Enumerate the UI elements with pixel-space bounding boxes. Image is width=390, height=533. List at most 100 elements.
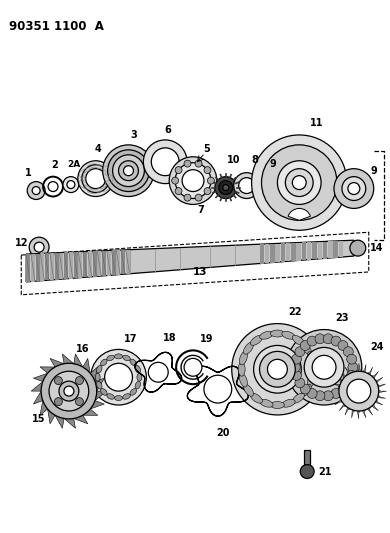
Ellipse shape <box>282 332 295 339</box>
Circle shape <box>257 180 268 191</box>
Polygon shape <box>112 251 115 275</box>
Circle shape <box>334 169 374 208</box>
Text: 20: 20 <box>216 428 230 438</box>
Circle shape <box>144 140 187 183</box>
Circle shape <box>108 150 149 191</box>
Polygon shape <box>40 401 48 415</box>
Circle shape <box>347 379 371 403</box>
Polygon shape <box>95 378 105 391</box>
Polygon shape <box>357 411 360 419</box>
Polygon shape <box>31 382 43 391</box>
Ellipse shape <box>243 384 254 396</box>
Circle shape <box>300 341 310 351</box>
Circle shape <box>268 359 287 379</box>
Ellipse shape <box>238 362 245 376</box>
Polygon shape <box>265 244 269 263</box>
Polygon shape <box>69 252 73 279</box>
Polygon shape <box>332 384 340 387</box>
Circle shape <box>239 177 255 193</box>
Circle shape <box>67 181 75 189</box>
Polygon shape <box>357 364 360 372</box>
Polygon shape <box>64 418 75 428</box>
Polygon shape <box>291 243 296 261</box>
Text: 90351 1100  A: 90351 1100 A <box>9 20 104 33</box>
Circle shape <box>34 242 44 252</box>
Circle shape <box>148 362 168 382</box>
Circle shape <box>91 350 146 405</box>
Polygon shape <box>339 372 346 378</box>
Polygon shape <box>372 404 378 411</box>
Polygon shape <box>352 410 355 418</box>
Polygon shape <box>352 364 355 373</box>
Circle shape <box>184 194 191 201</box>
Circle shape <box>295 378 305 388</box>
Ellipse shape <box>301 384 311 396</box>
Circle shape <box>86 169 106 189</box>
Circle shape <box>223 184 229 190</box>
Circle shape <box>215 176 237 198</box>
Text: 4: 4 <box>94 144 101 154</box>
Circle shape <box>232 324 323 415</box>
Text: 2: 2 <box>51 160 58 169</box>
Polygon shape <box>83 409 98 415</box>
Text: 1: 1 <box>25 168 32 177</box>
Polygon shape <box>50 358 64 367</box>
Polygon shape <box>102 251 106 276</box>
Circle shape <box>219 181 233 195</box>
Polygon shape <box>45 253 49 280</box>
Polygon shape <box>275 244 280 262</box>
Ellipse shape <box>310 362 317 376</box>
Polygon shape <box>88 252 92 277</box>
Circle shape <box>75 377 83 384</box>
Polygon shape <box>97 251 101 276</box>
Circle shape <box>64 386 74 396</box>
Polygon shape <box>333 241 338 257</box>
Text: 17: 17 <box>124 335 137 344</box>
Polygon shape <box>121 250 125 274</box>
Text: 12: 12 <box>14 238 28 248</box>
Circle shape <box>285 169 313 197</box>
Circle shape <box>323 334 333 344</box>
Circle shape <box>254 345 301 393</box>
Circle shape <box>27 182 45 199</box>
Ellipse shape <box>123 355 130 361</box>
Text: 19: 19 <box>200 335 214 344</box>
Circle shape <box>59 381 79 401</box>
Ellipse shape <box>101 389 107 395</box>
Circle shape <box>338 341 348 351</box>
Ellipse shape <box>282 399 295 407</box>
Circle shape <box>113 155 144 187</box>
Ellipse shape <box>97 382 102 389</box>
Polygon shape <box>379 390 386 393</box>
Polygon shape <box>92 251 97 277</box>
Circle shape <box>343 347 353 357</box>
Polygon shape <box>339 404 346 411</box>
Polygon shape <box>296 243 301 261</box>
Ellipse shape <box>135 366 140 373</box>
Circle shape <box>307 389 317 399</box>
Circle shape <box>151 148 179 176</box>
Text: 15: 15 <box>32 414 46 424</box>
Text: 11: 11 <box>310 118 324 128</box>
Polygon shape <box>116 251 120 275</box>
Ellipse shape <box>130 359 136 366</box>
Circle shape <box>48 182 58 191</box>
Ellipse shape <box>97 366 102 373</box>
Ellipse shape <box>135 382 140 389</box>
Text: 9: 9 <box>269 159 276 169</box>
Circle shape <box>304 348 344 387</box>
Circle shape <box>182 169 204 191</box>
Text: 10: 10 <box>227 155 241 165</box>
Text: 13: 13 <box>193 267 207 277</box>
Circle shape <box>338 384 348 394</box>
Polygon shape <box>74 354 83 367</box>
Text: 21: 21 <box>318 466 332 477</box>
Circle shape <box>350 240 366 256</box>
Polygon shape <box>331 390 339 393</box>
Polygon shape <box>95 391 106 401</box>
Polygon shape <box>281 243 285 262</box>
Text: 16: 16 <box>76 344 90 354</box>
Polygon shape <box>48 409 55 424</box>
Ellipse shape <box>292 393 305 403</box>
Polygon shape <box>36 254 40 281</box>
